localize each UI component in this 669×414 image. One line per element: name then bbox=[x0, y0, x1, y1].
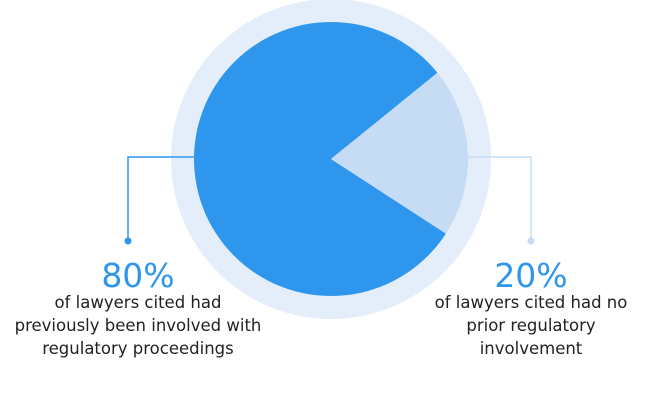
category-label: of lawyers cited had previously been inv… bbox=[14, 293, 262, 358]
connector-dot bbox=[124, 237, 132, 245]
connector bbox=[468, 156, 532, 241]
value-label: 20% bbox=[494, 256, 568, 295]
connector bbox=[127, 156, 194, 241]
pie-slice bbox=[331, 72, 468, 234]
connector-dot bbox=[527, 237, 535, 245]
category-label: of lawyers cited had no prior regulatory… bbox=[434, 293, 628, 358]
value-label: 80% bbox=[101, 256, 175, 295]
pie-slice bbox=[194, 21, 446, 297]
